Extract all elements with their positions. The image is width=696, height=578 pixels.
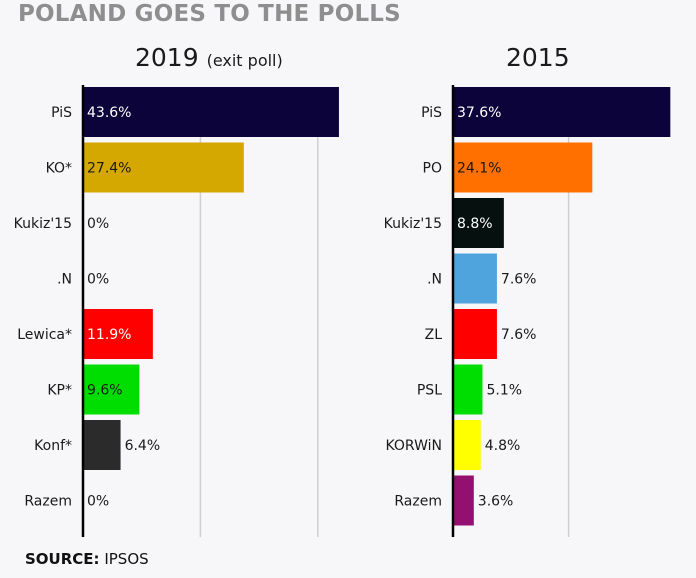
source-value: IPSOS	[104, 550, 149, 568]
value-label: 43.6%	[87, 105, 131, 121]
category-label: Razem	[394, 494, 442, 510]
category-label: Razem	[24, 494, 72, 510]
category-label: Konf*	[34, 438, 72, 454]
category-label: .N	[427, 272, 442, 288]
value-label: 11.9%	[87, 327, 131, 343]
bar	[83, 420, 121, 470]
value-label: 8.8%	[457, 216, 493, 232]
category-label: KO*	[46, 161, 72, 177]
bar	[453, 198, 504, 248]
bar	[83, 364, 140, 415]
value-label: 7.6%	[501, 272, 537, 288]
bar	[453, 420, 481, 470]
category-label: KP*	[47, 383, 72, 399]
bar	[83, 142, 244, 193]
value-label: 0%	[87, 494, 109, 510]
panel-title-2019: 2019 (exit poll)	[135, 43, 283, 72]
value-label: 9.6%	[87, 383, 123, 399]
category-label: PiS	[51, 105, 72, 121]
bar	[453, 253, 497, 304]
value-label: 6.4%	[125, 438, 161, 454]
category-label: PO	[423, 161, 442, 177]
value-label: 4.8%	[485, 438, 521, 454]
bar	[453, 142, 593, 193]
value-label: 0%	[87, 272, 109, 288]
value-label: 24.1%	[457, 161, 501, 177]
value-label: 37.6%	[457, 105, 501, 121]
bar	[453, 309, 497, 359]
category-label: PiS	[421, 105, 442, 121]
source-note: SOURCE: IPSOS	[25, 550, 149, 568]
category-label: PSL	[417, 383, 442, 399]
category-label: Kukiz'15	[14, 216, 72, 232]
category-label: ZL	[425, 327, 443, 343]
category-label: .N	[57, 272, 72, 288]
chart-title: POLAND GOES TO THE POLLS	[18, 1, 401, 27]
bar	[453, 87, 671, 137]
panel-title-2015: 2015	[506, 43, 570, 72]
source-label: SOURCE:	[25, 550, 100, 568]
bar	[83, 87, 339, 137]
bar	[453, 364, 483, 415]
value-label: 5.1%	[486, 383, 522, 399]
category-label: Kukiz'15	[384, 216, 442, 232]
value-label: 3.6%	[478, 494, 514, 510]
value-label: 7.6%	[501, 327, 537, 343]
bar	[453, 475, 474, 526]
category-label: KORWiN	[386, 438, 443, 454]
panel-subtitle: (exit poll)	[206, 51, 283, 70]
value-label: 27.4%	[87, 161, 131, 177]
panel-year: 2015	[506, 43, 570, 72]
category-label: Lewica*	[17, 327, 72, 343]
bar	[83, 309, 153, 359]
value-label: 0%	[87, 216, 109, 232]
panel-year: 2019	[135, 43, 199, 72]
